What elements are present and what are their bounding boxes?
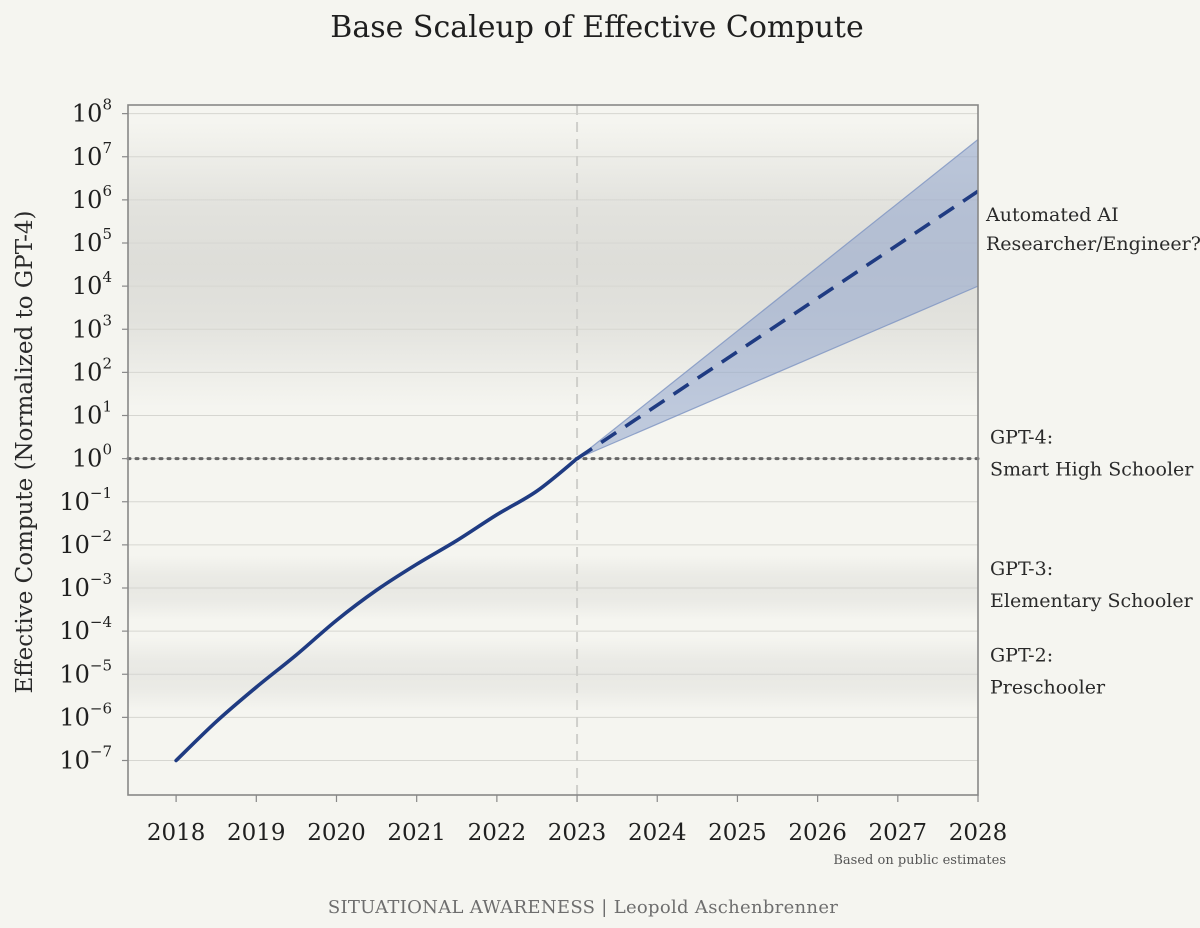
- x-tick-label: 2021: [387, 820, 446, 846]
- y-tick-label: 10−2: [59, 527, 112, 559]
- y-tick-label: 10−7: [59, 743, 112, 775]
- annotation-label: GPT-2: Preschooler: [990, 644, 1106, 698]
- y-tick-label: 106: [72, 182, 112, 214]
- x-tick-label: 2027: [869, 820, 928, 846]
- y-tick-label: 104: [72, 268, 112, 300]
- x-tick-label: 2020: [307, 820, 366, 846]
- y-axis-label: Effective Compute (Normalized to GPT-4): [12, 210, 38, 693]
- x-tick-label: 2028: [949, 820, 1008, 846]
- footer-credit: SITUATIONAL AWARENESS | Leopold Aschenbr…: [328, 897, 838, 918]
- x-tick-label: 2022: [468, 820, 527, 846]
- annotations: Automated AI Researcher/Engineer? GPT-4: Sm…: [985, 204, 1200, 699]
- annotation-label: Automated AI Researcher/Engineer?: [985, 204, 1200, 255]
- y-tick-label: 10−5: [59, 656, 112, 688]
- band-lower-edge: [576, 285, 978, 460]
- series-line-historical: [174, 456, 579, 763]
- x-tick-label: 2018: [147, 820, 206, 846]
- y-tick-label: 10−1: [59, 484, 112, 516]
- y-tick-label: 10−6: [59, 699, 112, 731]
- source-note: Based on public estimates: [833, 853, 1006, 868]
- y-tick-label: 100: [72, 441, 112, 473]
- y-tick-label: 102: [72, 354, 112, 386]
- plot-frame: [127, 104, 979, 796]
- series-line-projection: [576, 189, 978, 461]
- y-axis-ticks: 108 107 106 105 104 103 102 101 100 10−1 10−2 10−3 1…: [59, 96, 128, 775]
- x-tick-label: 2025: [708, 820, 767, 846]
- y-tick-label: 10−4: [59, 613, 112, 645]
- y-tick-label: 101: [72, 398, 112, 430]
- x-tick-label: 2019: [227, 820, 286, 846]
- y-tick-label: 107: [72, 139, 112, 171]
- x-tick-label: 2024: [628, 820, 687, 846]
- x-tick-label: 2023: [548, 820, 607, 846]
- chart-title: Base Scaleup of Effective Compute: [330, 10, 863, 45]
- y-tick-label: 103: [72, 311, 112, 343]
- x-tick-label: 2026: [788, 820, 847, 846]
- plot-area: [126, 104, 980, 796]
- annotation-label: GPT-3: Elementary Schooler: [990, 558, 1194, 612]
- band-upper-edge: [576, 139, 978, 460]
- y-tick-label: 105: [72, 225, 112, 257]
- annotation-label: GPT-4: Smart High Schooler: [990, 427, 1194, 481]
- y-tick-label: 10−3: [59, 570, 112, 602]
- x-axis-ticks: 2018 2019 2020 2021 2022 2023 2024 2025 2026 2027…: [147, 795, 1007, 846]
- y-tick-label: 108: [72, 96, 112, 128]
